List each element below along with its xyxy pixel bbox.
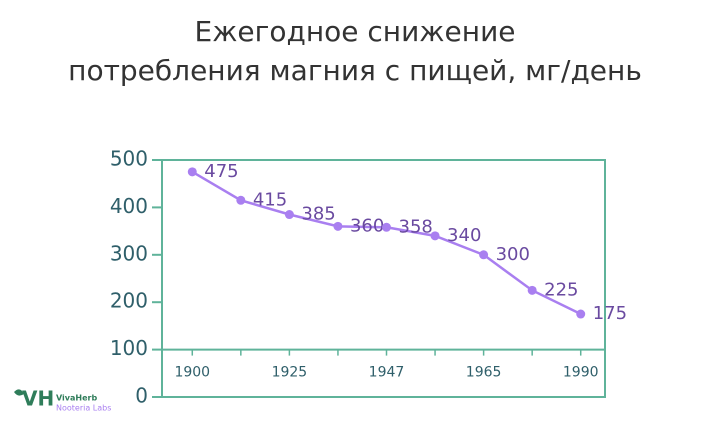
- x-tick-label: 1925: [272, 365, 308, 381]
- y-tick-label: 0: [135, 384, 148, 408]
- logo-subtitle: Nooteria Labs: [56, 404, 111, 413]
- data-label: 415: [253, 189, 287, 210]
- data-label: 175: [593, 303, 627, 324]
- point: [430, 231, 440, 241]
- logo-name: VivaHerb: [56, 394, 97, 403]
- data-label: 385: [301, 204, 335, 225]
- y-tick-label: 500: [110, 147, 148, 171]
- point: [236, 195, 246, 205]
- x-tick-label: 1900: [174, 365, 210, 381]
- point: [527, 285, 537, 295]
- x-tick-label: 1965: [466, 365, 502, 381]
- data-label: 475: [204, 161, 238, 182]
- logo: VH VivaHerb Nooteria Labs: [14, 387, 111, 413]
- point: [382, 222, 391, 232]
- x-tick-label: 1947: [369, 365, 405, 381]
- point: [479, 250, 489, 260]
- point: [187, 167, 197, 177]
- point: [333, 221, 343, 231]
- chart-title: Ежегодное снижение: [195, 15, 516, 48]
- point: [576, 309, 586, 319]
- plot-frame: [161, 159, 606, 398]
- y-tick-label: 400: [110, 194, 148, 218]
- data-label: 360: [350, 215, 384, 236]
- x-tick-label: 1990: [563, 365, 599, 381]
- point: [284, 210, 294, 220]
- data-label: 300: [496, 244, 530, 265]
- chart-title: потребления магния с пищей, мг/день: [68, 54, 642, 87]
- logo-leaf: [14, 389, 24, 396]
- data-label: 358: [399, 216, 433, 237]
- data-label: 225: [544, 279, 578, 300]
- y-tick-label: 200: [110, 289, 148, 313]
- data-label: 340: [447, 225, 481, 246]
- y-tick-label: 100: [110, 336, 148, 360]
- y-tick-label: 300: [110, 241, 148, 265]
- logo-mark: VH: [22, 387, 54, 411]
